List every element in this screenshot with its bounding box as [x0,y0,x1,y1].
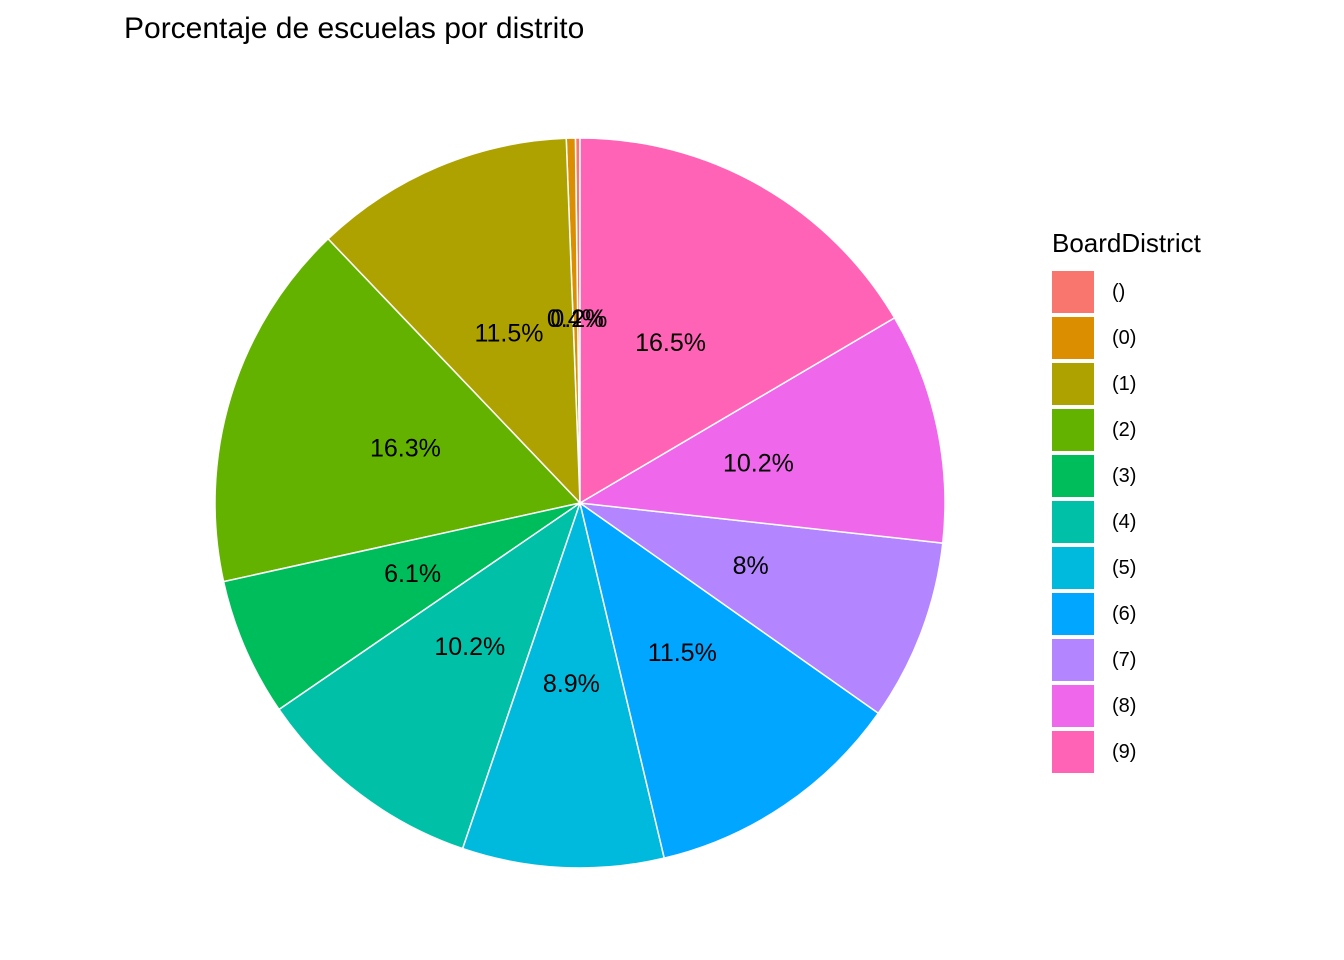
legend-label-9: (8) [1112,694,1137,717]
slice-label-9: 10.2% [723,449,794,477]
legend-item-0: () [1052,269,1201,315]
legend-item-4: (3) [1052,453,1201,499]
slice-label-5: 10.2% [434,633,505,661]
pie-slice-6 [461,500,666,869]
pie-slice-2 [327,137,581,505]
legend-item-1: (0) [1052,315,1201,361]
slice-label-4: 6.1% [384,560,441,588]
legend-label-8: (7) [1112,648,1137,671]
legend-item-8: (7) [1052,637,1201,683]
legend-items: () (0) (1) (2) (3) (4) (5) (6) (7) (8) (9) [1052,269,1201,775]
chart-title: Porcentaje de escuelas por distrito [124,12,585,45]
legend-swatch-5 [1052,501,1094,543]
legend-swatch-3 [1052,409,1094,451]
legend-label-1: (0) [1112,326,1137,349]
slice-label-0: 0.2% [550,305,607,333]
slice-label-6: 8.9% [543,670,600,698]
legend-label-2: (1) [1112,372,1137,395]
legend-label-4: (3) [1112,464,1137,487]
legend: BoardDistrict () (0) (1) (2) (3) (4) (5) (6) (7)… [1052,228,1201,775]
legend-swatch-1 [1052,317,1094,359]
legend-item-5: (4) [1052,499,1201,545]
legend-swatch-10 [1052,731,1094,773]
slice-label-8: 8% [733,552,769,580]
legend-title: BoardDistrict [1052,228,1201,258]
pie-slice-5 [277,501,582,850]
legend-label-0: () [1112,280,1126,303]
legend-label-3: (2) [1112,418,1137,441]
legend-label-6: (5) [1112,556,1137,579]
legend-label-7: (6) [1112,602,1137,625]
pie-slice-7 [578,501,880,860]
legend-label-5: (4) [1112,510,1137,533]
pie-slices [214,137,946,869]
legend-label-10: (9) [1112,740,1137,763]
pie-slice-10 [579,137,896,505]
slice-label-1: 0.4% [547,305,604,333]
slice-label-7: 11.5% [648,639,717,667]
slice-label-2: 11.5% [474,320,543,348]
legend-item-7: (6) [1052,591,1201,637]
pie-slice-labels: 0.2%0.4%11.5%16.3%6.1%10.2%8.9%11.5%8%10… [370,305,794,698]
legend-item-3: (2) [1052,407,1201,453]
legend-swatch-7 [1052,593,1094,635]
slice-label-10: 16.5% [635,329,706,357]
pie-slice-9 [577,316,946,544]
legend-item-2: (1) [1052,361,1201,407]
legend-item-6: (5) [1052,545,1201,591]
legend-swatch-8 [1052,639,1094,681]
slice-label-3: 16.3% [370,434,441,462]
legend-swatch-0 [1052,271,1094,313]
legend-swatch-2 [1052,363,1094,405]
pie-slice-3 [214,237,582,583]
pie-slice-4 [222,502,581,711]
legend-item-10: (9) [1052,729,1201,775]
pie-slice-8 [579,502,944,715]
legend-swatch-6 [1052,547,1094,589]
legend-item-9: (8) [1052,683,1201,729]
legend-swatch-4 [1052,455,1094,497]
legend-swatch-9 [1052,685,1094,727]
